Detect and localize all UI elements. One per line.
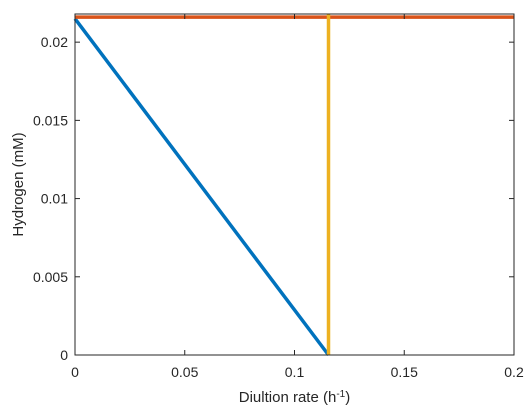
series-layer — [73, 14, 514, 357]
ticks-layer: 0 0.05 0.1 0.15 0.2 0 0.005 0.01 0.015 0.02 — [33, 14, 524, 380]
series-line-1 — [73, 17, 330, 357]
x-axis-label-main: Diultion rate (h — [239, 389, 337, 406]
x-tick-label: 0.1 — [285, 364, 305, 380]
y-tick-label: 0 — [60, 347, 68, 363]
y-tick-label: 0.01 — [41, 191, 68, 207]
x-tick-label: 0.2 — [504, 364, 524, 380]
y-tick-label: 0.015 — [33, 112, 68, 128]
y-tick-label: 0.005 — [33, 269, 68, 285]
x-axis-label-suffix: ) — [345, 389, 350, 406]
x-axis-label-superscript: -1 — [336, 389, 345, 400]
x-tick-label: 0 — [71, 364, 79, 380]
x-axis-label: Diultion rate (h-1) — [239, 389, 350, 407]
x-tick-label: 0.15 — [391, 364, 418, 380]
plot-frame — [74, 13, 515, 356]
y-axis-label: Hydrogen (mM) — [10, 132, 27, 236]
x-tick-label: 0.05 — [171, 364, 198, 380]
y-tick-label: 0.02 — [41, 34, 68, 50]
